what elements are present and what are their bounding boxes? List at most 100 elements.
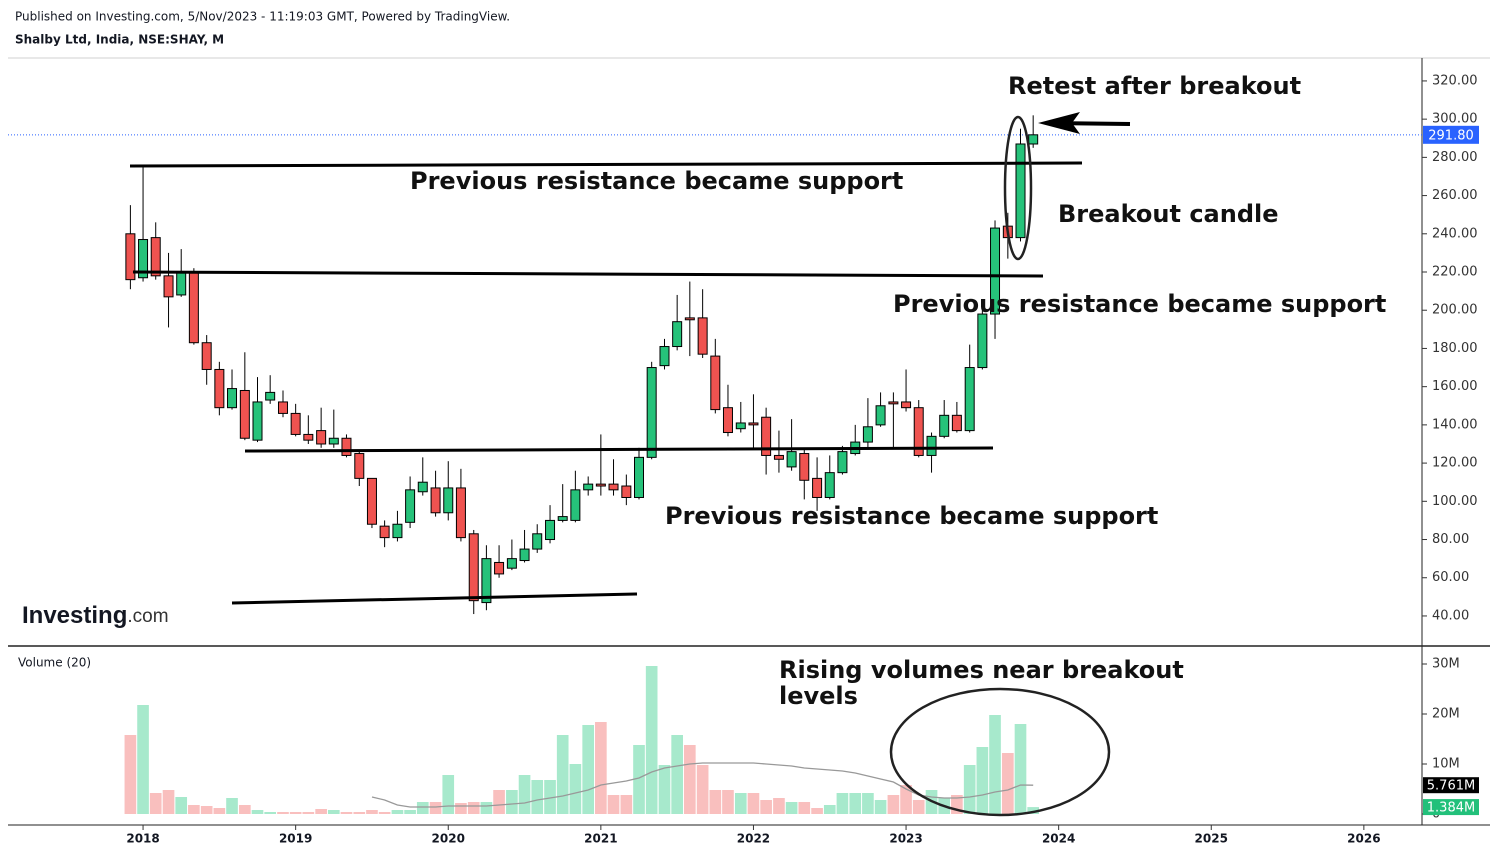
volume-bar xyxy=(188,805,200,814)
support-line xyxy=(231,592,638,605)
candle-body xyxy=(506,558,517,569)
x-tick-label: 2026 xyxy=(1347,832,1380,846)
last-volume-box xyxy=(1423,799,1479,816)
volume-bar xyxy=(340,812,353,814)
x-tick-label: 2019 xyxy=(279,832,312,846)
y-tick-label: 60.00 xyxy=(1432,570,1469,585)
volume-bar xyxy=(963,765,976,814)
annotation: Breakout candle xyxy=(1058,200,1279,228)
candle-body xyxy=(964,367,975,432)
logo: Investing.com xyxy=(22,602,169,629)
candle-body xyxy=(150,237,161,277)
volume-bar xyxy=(645,666,658,814)
volume-bar xyxy=(518,775,531,814)
volume-bar xyxy=(391,810,404,814)
support-line xyxy=(244,446,994,453)
candle-body xyxy=(494,561,505,575)
volume-bar xyxy=(137,705,149,814)
candle-body xyxy=(392,523,403,539)
candle-body xyxy=(252,401,263,441)
volume-bar xyxy=(1014,724,1027,814)
volume-bar xyxy=(162,790,175,814)
candle-body xyxy=(239,389,250,439)
volume-bar xyxy=(429,802,442,814)
volume-bar xyxy=(239,805,251,814)
last-volume-box xyxy=(1423,777,1479,794)
y-tick-label: 240.00 xyxy=(1432,226,1478,241)
candle-body xyxy=(646,367,657,458)
symbol-title: Shalby Ltd, India, NSE:SHAY, M xyxy=(15,33,224,47)
candle-body xyxy=(697,317,708,355)
candle-body xyxy=(799,453,810,481)
candle-body xyxy=(125,233,136,281)
candle-body xyxy=(812,477,823,498)
volume-bar xyxy=(900,785,912,814)
y-tick-label: 140.00 xyxy=(1432,417,1478,432)
candle-body xyxy=(532,533,543,550)
candle-body xyxy=(583,483,594,491)
y-tick-label: 320.00 xyxy=(1432,73,1478,88)
y-tick-label: 180.00 xyxy=(1432,341,1478,356)
volume-bar xyxy=(213,808,226,814)
candle-body xyxy=(710,355,721,411)
logo-brand: Investing xyxy=(22,602,127,629)
volume-bar xyxy=(887,795,900,814)
volume-bar xyxy=(569,764,582,814)
candle-body xyxy=(354,453,365,479)
volume-bar xyxy=(506,790,518,814)
candle-body xyxy=(773,454,784,460)
annotation: levels xyxy=(779,682,858,710)
candle-body xyxy=(672,321,683,348)
annotation: Previous resistance became support xyxy=(893,290,1386,318)
y-tick-label: 220.00 xyxy=(1432,265,1478,280)
annotation: Retest after breakout xyxy=(1008,72,1301,100)
arrow-head xyxy=(1038,112,1080,134)
candle-body xyxy=(748,422,759,426)
y-tick-label: 200.00 xyxy=(1432,303,1478,318)
last-price-label: 291.80 xyxy=(1428,128,1474,143)
volume-bar xyxy=(416,802,429,814)
volume-bar xyxy=(836,793,849,814)
candle-body xyxy=(888,401,899,405)
volume-bar xyxy=(277,812,289,814)
candle-body xyxy=(862,426,873,443)
candle-body xyxy=(163,275,174,298)
volume-bar xyxy=(760,800,772,814)
volume-bar xyxy=(442,775,455,814)
volume-bar xyxy=(556,735,569,814)
y-tick-label: 40.00 xyxy=(1432,608,1469,623)
volume-bar xyxy=(353,812,366,814)
drawings xyxy=(129,112,1131,817)
y-tick-label: 20M xyxy=(1432,707,1460,722)
candle-body xyxy=(430,487,441,514)
volume-bar xyxy=(607,795,620,814)
candle-body xyxy=(722,407,733,434)
candle-body xyxy=(341,437,352,456)
candle-body xyxy=(265,391,276,401)
candle-body xyxy=(824,472,835,498)
volume-bar xyxy=(709,790,722,814)
volume-bar xyxy=(874,800,887,814)
candle-body xyxy=(634,456,645,498)
volume-bar xyxy=(251,810,264,814)
volume-bar xyxy=(226,798,238,814)
last-volume-label: 1.384M xyxy=(1427,801,1475,816)
candle-body xyxy=(468,533,479,602)
candle-body xyxy=(201,342,212,370)
candle-body xyxy=(570,489,581,521)
x-tick-label: 2018 xyxy=(126,832,159,846)
candle-body xyxy=(977,313,988,369)
candle-body xyxy=(214,368,225,409)
volume-bar xyxy=(582,725,595,814)
y-tick-label: 100.00 xyxy=(1432,494,1478,509)
volume-bar xyxy=(683,745,696,814)
last-volume-label: 5.761M xyxy=(1427,779,1475,794)
candle-body xyxy=(290,412,301,435)
volume-bar xyxy=(722,790,734,814)
candle-body xyxy=(481,558,492,604)
candle-body xyxy=(188,271,199,344)
volume-bar xyxy=(658,765,671,814)
candle-body xyxy=(303,433,314,441)
y-tick-label: 300.00 xyxy=(1432,112,1478,127)
candle-body xyxy=(913,407,924,456)
